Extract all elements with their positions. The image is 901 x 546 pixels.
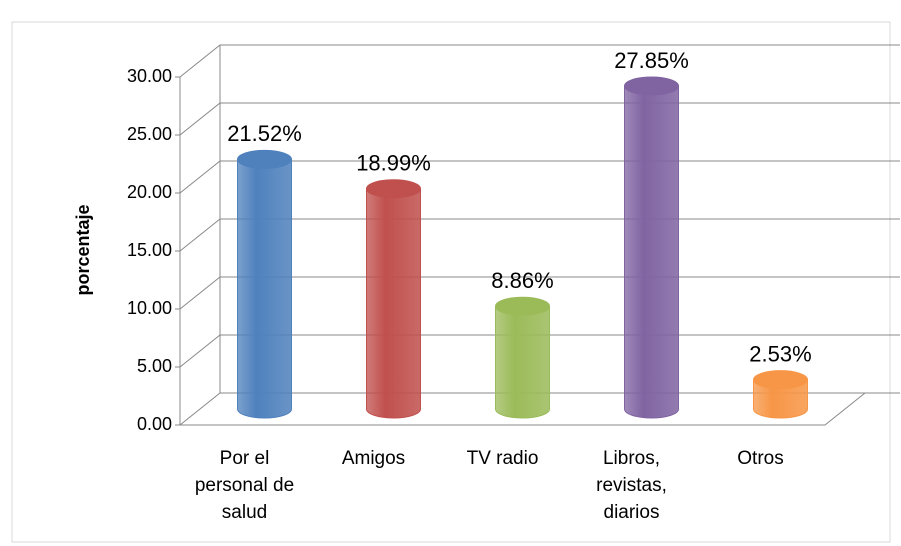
y-tick-label: 5.00 <box>137 356 172 376</box>
x-tick-label: Libros, revistas, diarios <box>596 448 667 523</box>
y-axis-label: porcentaje <box>73 204 93 295</box>
bar-top <box>237 149 292 169</box>
bar <box>237 158 292 419</box>
bar-top <box>495 296 550 316</box>
bar <box>753 379 808 419</box>
value-label: 8.86% <box>491 268 553 293</box>
bar-top <box>624 76 679 96</box>
floor <box>180 392 866 426</box>
x-tick-label: Otros <box>737 448 784 469</box>
value-label: 21.52% <box>227 121 302 146</box>
y-tick-label: 20.00 <box>127 182 172 202</box>
chart-frame <box>11 21 891 543</box>
x-tick-label: TV radio <box>466 448 539 469</box>
x-tick-label: Amigos <box>341 448 406 469</box>
y-tick-label: 10.00 <box>127 298 172 318</box>
value-label: 2.53% <box>749 341 811 366</box>
value-label: 18.99% <box>356 151 431 176</box>
grid-line <box>179 44 900 78</box>
x-tick-label: Por el personal de salud <box>194 448 295 523</box>
bar <box>495 305 550 419</box>
bar <box>366 188 421 419</box>
bar <box>624 85 679 419</box>
bar-top <box>753 370 808 390</box>
value-label: 27.85% <box>614 48 689 73</box>
y-tick-label: 0.00 <box>137 414 172 434</box>
bar-top <box>366 179 421 199</box>
y-tick-label: 25.00 <box>127 124 172 144</box>
y-tick-label: 30.00 <box>127 66 172 86</box>
y-tick-label: 15.00 <box>127 240 172 260</box>
